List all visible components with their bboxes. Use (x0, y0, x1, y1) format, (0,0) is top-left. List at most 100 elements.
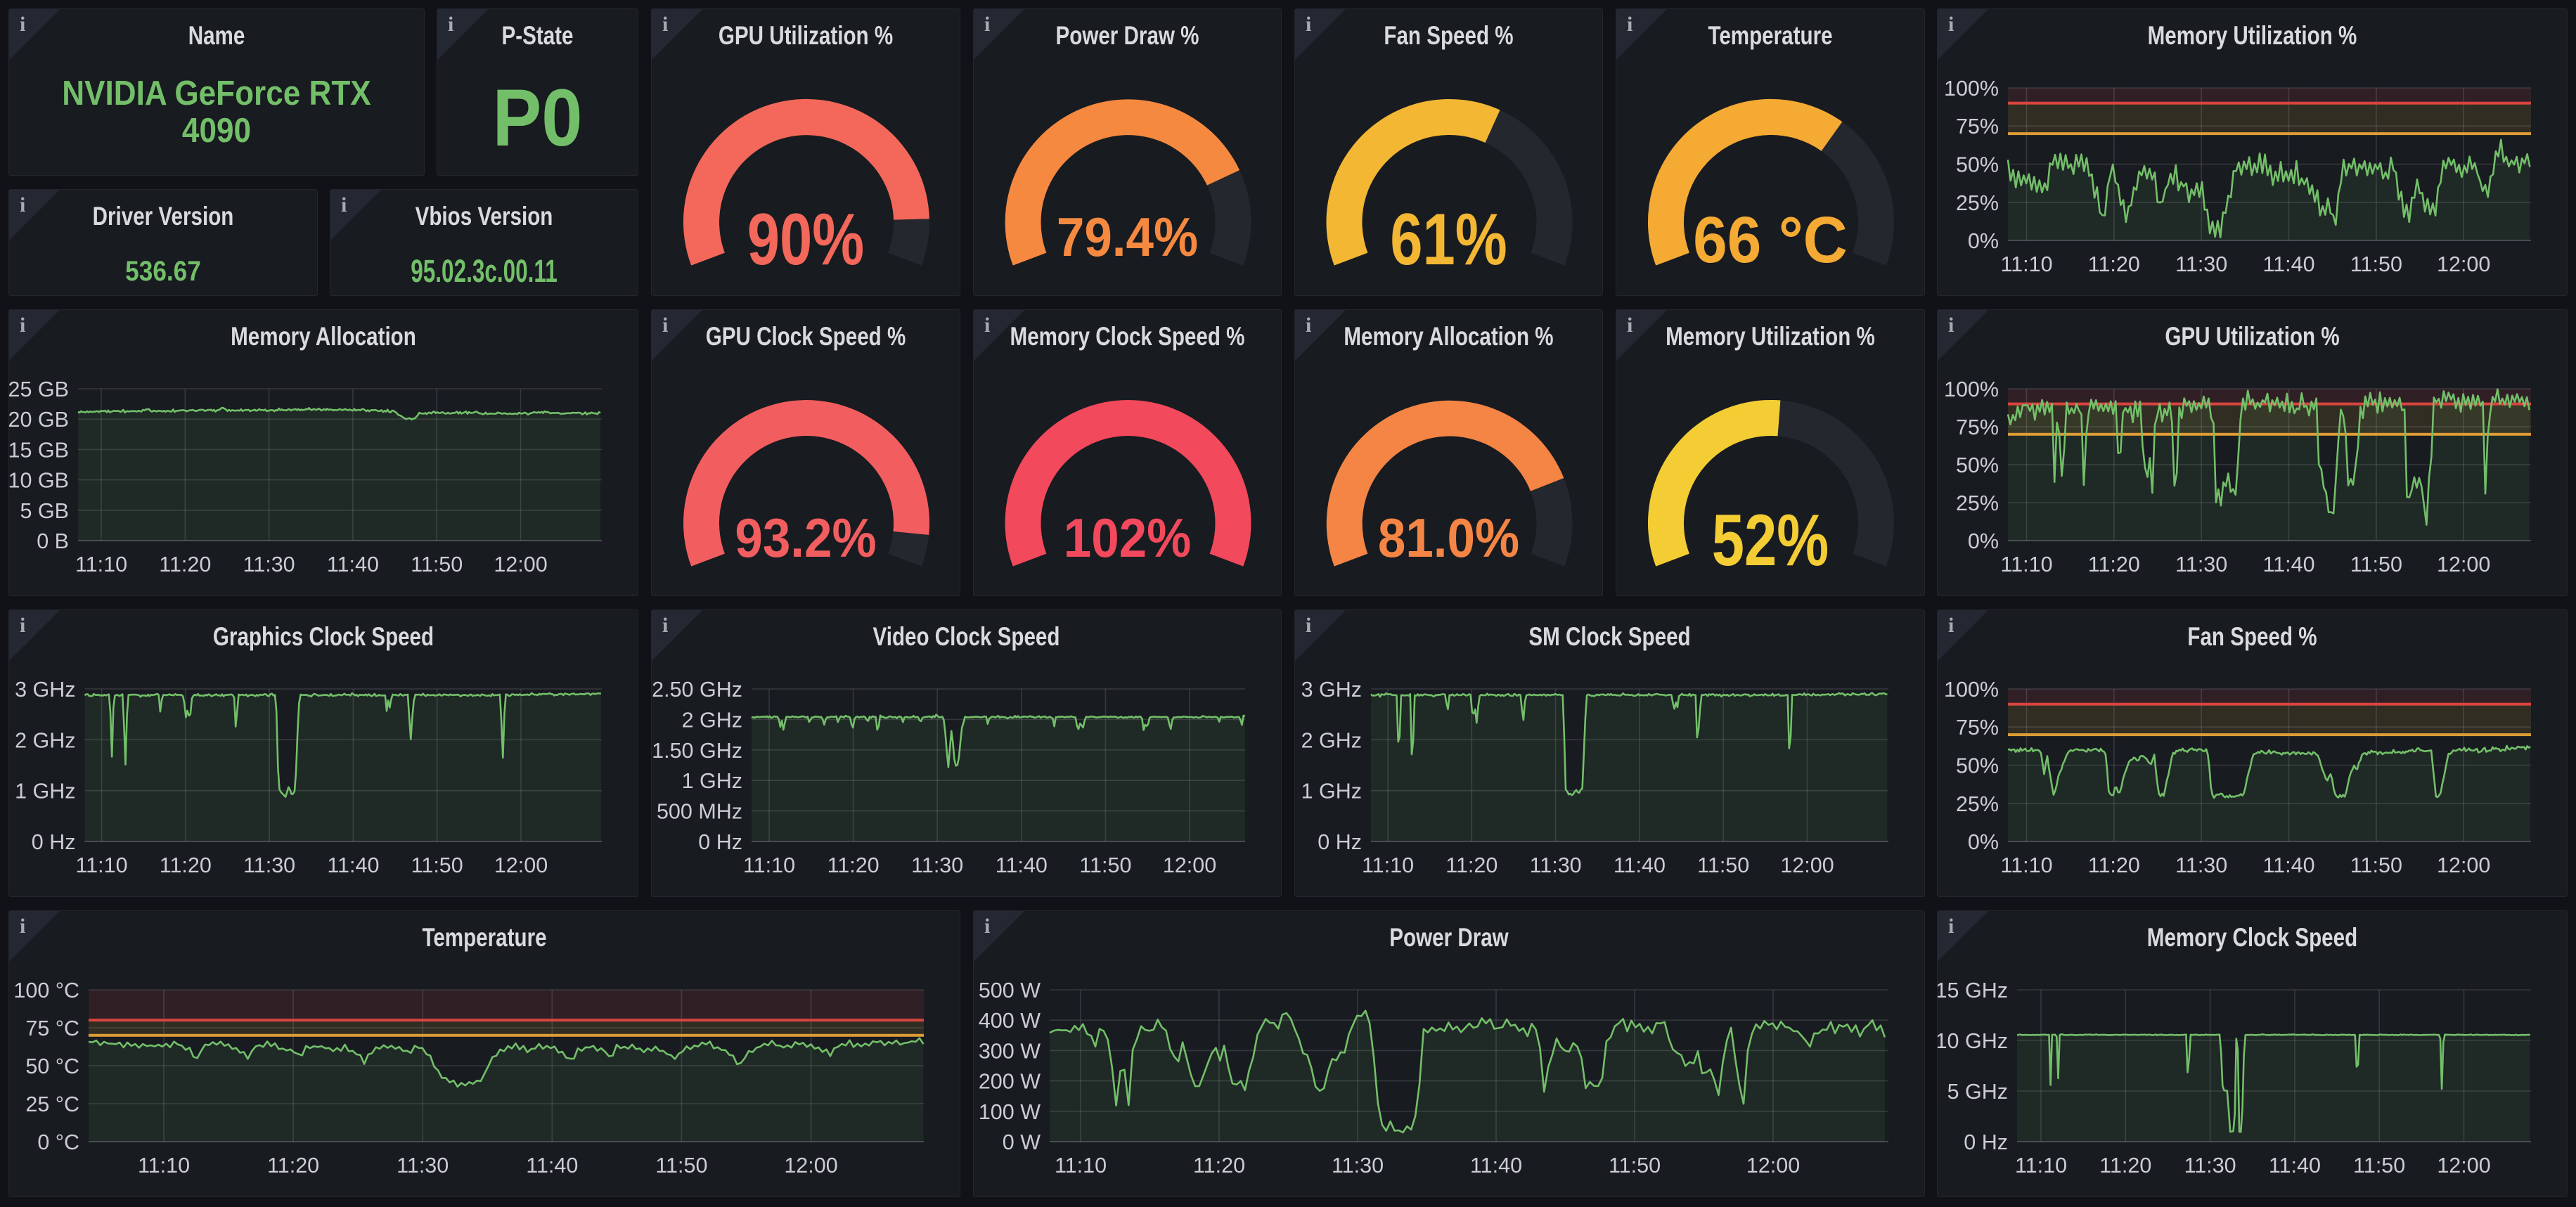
svg-text:11:30: 11:30 (397, 1154, 449, 1177)
svg-text:15 GB: 15 GB (9, 438, 69, 462)
svg-text:0%: 0% (1968, 529, 1999, 553)
svg-text:11:20: 11:20 (2099, 1154, 2151, 1177)
svg-text:11:50: 11:50 (2353, 1154, 2405, 1177)
svg-text:2 GHz: 2 GHz (1301, 728, 1362, 752)
svg-text:11:10: 11:10 (1362, 853, 1414, 877)
svg-text:1 GHz: 1 GHz (682, 769, 742, 793)
svg-text:11:20: 11:20 (2088, 853, 2140, 877)
svg-text:12:00: 12:00 (2437, 1154, 2490, 1177)
svg-text:11:10: 11:10 (1055, 1154, 1107, 1177)
svg-text:11:30: 11:30 (2175, 252, 2227, 276)
svg-text:1.50 GHz: 1.50 GHz (652, 739, 742, 763)
svg-text:25%: 25% (1956, 191, 1999, 215)
svg-text:11:30: 11:30 (2175, 853, 2227, 877)
svg-text:11:30: 11:30 (2175, 553, 2227, 576)
svg-text:11:40: 11:40 (2262, 553, 2314, 576)
svg-text:12:00: 12:00 (1780, 853, 1834, 877)
svg-text:12:00: 12:00 (2437, 853, 2490, 877)
svg-text:11:20: 11:20 (267, 1154, 319, 1177)
svg-text:11:40: 11:40 (1470, 1154, 1522, 1177)
svg-text:11:20: 11:20 (159, 553, 211, 576)
svg-text:11:20: 11:20 (1193, 1154, 1245, 1177)
svg-text:0 Hz: 0 Hz (1318, 830, 1362, 854)
svg-text:400 W: 400 W (979, 1009, 1041, 1033)
svg-text:11:50: 11:50 (1609, 1154, 1661, 1177)
svg-text:0 °C: 0 °C (37, 1130, 79, 1154)
svg-text:75%: 75% (1956, 415, 1999, 439)
svg-text:100 W: 100 W (979, 1100, 1041, 1124)
svg-text:11:30: 11:30 (1530, 853, 1582, 877)
svg-text:12:00: 12:00 (1163, 853, 1216, 877)
svg-text:5 GHz: 5 GHz (1947, 1080, 2008, 1104)
svg-text:11:10: 11:10 (2000, 553, 2052, 576)
svg-text:11:40: 11:40 (327, 553, 379, 576)
svg-text:100%: 100% (1944, 77, 1999, 101)
svg-text:11:40: 11:40 (327, 853, 379, 877)
svg-text:12:00: 12:00 (2437, 553, 2490, 576)
svg-text:11:40: 11:40 (2262, 252, 2314, 276)
svg-text:50 °C: 50 °C (25, 1054, 79, 1078)
svg-text:3 GHz: 3 GHz (1301, 678, 1362, 702)
svg-text:0%: 0% (1968, 229, 1999, 253)
svg-text:11:50: 11:50 (411, 553, 463, 576)
svg-text:11:20: 11:20 (827, 853, 880, 877)
svg-text:0 W: 0 W (1003, 1130, 1041, 1154)
svg-text:11:20: 11:20 (2088, 553, 2140, 576)
svg-text:11:50: 11:50 (411, 853, 463, 877)
svg-text:500 W: 500 W (979, 979, 1041, 1002)
svg-text:11:10: 11:10 (2000, 252, 2052, 276)
svg-text:11:50: 11:50 (1079, 853, 1131, 877)
svg-text:12:00: 12:00 (1746, 1154, 1800, 1177)
svg-text:11:20: 11:20 (160, 853, 212, 877)
svg-text:11:30: 11:30 (243, 553, 295, 576)
svg-text:50%: 50% (1956, 153, 1999, 177)
svg-text:300 W: 300 W (979, 1039, 1041, 1063)
svg-text:11:40: 11:40 (996, 853, 1048, 877)
svg-text:11:10: 11:10 (75, 853, 127, 877)
svg-text:1 GHz: 1 GHz (1301, 780, 1362, 803)
svg-text:2 GHz: 2 GHz (682, 708, 742, 732)
svg-text:11:10: 11:10 (75, 553, 127, 576)
svg-text:11:10: 11:10 (743, 853, 795, 877)
svg-text:11:10: 11:10 (138, 1154, 190, 1177)
svg-text:100%: 100% (1944, 377, 1999, 401)
svg-text:5 GB: 5 GB (20, 499, 69, 523)
svg-text:11:40: 11:40 (2262, 853, 2314, 877)
svg-text:2 GHz: 2 GHz (15, 728, 75, 752)
svg-text:0 Hz: 0 Hz (1964, 1130, 2008, 1154)
svg-text:75 °C: 75 °C (25, 1016, 79, 1040)
svg-text:75%: 75% (1956, 716, 1999, 740)
svg-text:11:50: 11:50 (2350, 252, 2402, 276)
svg-text:25%: 25% (1956, 792, 1999, 816)
svg-text:1 GHz: 1 GHz (15, 780, 75, 803)
svg-text:11:30: 11:30 (1332, 1154, 1384, 1177)
svg-text:11:40: 11:40 (2269, 1154, 2321, 1177)
svg-text:500 MHz: 500 MHz (657, 800, 742, 824)
svg-text:12:00: 12:00 (2437, 252, 2490, 276)
svg-text:3 GHz: 3 GHz (15, 678, 75, 702)
svg-text:11:50: 11:50 (2350, 553, 2402, 576)
svg-text:10 GB: 10 GB (9, 469, 69, 493)
svg-text:50%: 50% (1956, 754, 1999, 778)
svg-text:12:00: 12:00 (784, 1154, 837, 1177)
svg-text:11:10: 11:10 (2015, 1154, 2067, 1177)
svg-text:11:50: 11:50 (1697, 853, 1749, 877)
svg-text:25 °C: 25 °C (25, 1092, 79, 1116)
svg-text:2.50 GHz: 2.50 GHz (652, 678, 742, 702)
svg-text:11:40: 11:40 (526, 1154, 578, 1177)
svg-text:11:50: 11:50 (655, 1154, 707, 1177)
svg-text:0 Hz: 0 Hz (32, 830, 76, 854)
svg-text:11:30: 11:30 (2184, 1154, 2236, 1177)
svg-text:10 GHz: 10 GHz (1938, 1029, 2008, 1053)
svg-text:0%: 0% (1968, 830, 1999, 854)
svg-text:11:40: 11:40 (1614, 853, 1666, 877)
svg-text:12:00: 12:00 (494, 853, 548, 877)
svg-text:100 °C: 100 °C (13, 979, 79, 1002)
svg-text:0 Hz: 0 Hz (698, 830, 742, 854)
svg-text:25%: 25% (1956, 491, 1999, 515)
svg-text:20 GB: 20 GB (9, 408, 69, 432)
svg-text:15 GHz: 15 GHz (1938, 979, 2008, 1002)
svg-text:200 W: 200 W (979, 1070, 1041, 1094)
svg-text:12:00: 12:00 (494, 553, 547, 576)
svg-text:11:30: 11:30 (243, 853, 295, 877)
